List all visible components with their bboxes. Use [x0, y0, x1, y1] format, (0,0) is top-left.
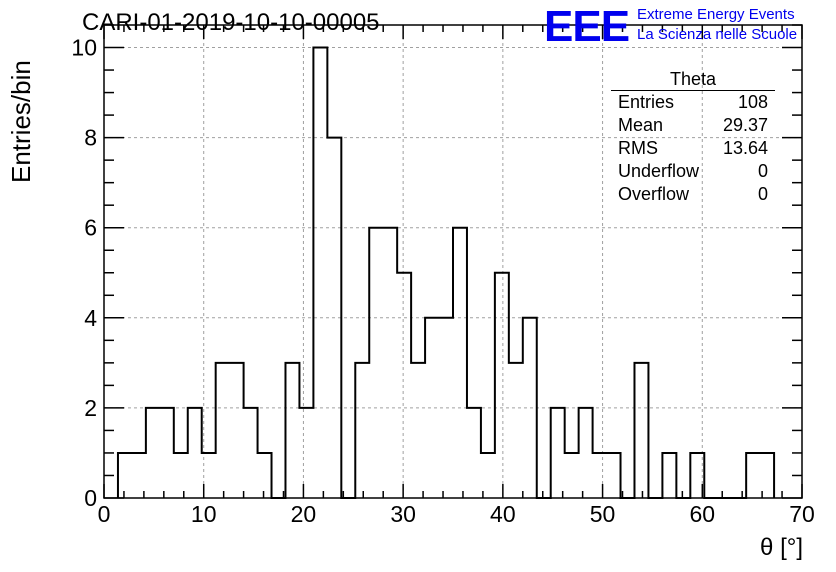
- stats-value: 0: [757, 184, 768, 204]
- histogram-bin: [662, 453, 676, 498]
- stats-value: 0: [757, 161, 768, 181]
- logo-line-1: Extreme Energy Events: [637, 6, 795, 23]
- histogram-bin: [579, 408, 593, 498]
- histogram-bin: [593, 453, 607, 498]
- logo-text: Extreme Energy Events La Scienza nelle S…: [637, 5, 797, 45]
- histogram-bin: [327, 138, 341, 498]
- histogram-bin: [369, 228, 383, 498]
- histogram-bin: [397, 273, 411, 498]
- histogram-bin: [230, 363, 244, 498]
- histogram-bin: [634, 363, 648, 498]
- histogram-bin: [146, 408, 160, 498]
- histogram-bin: [551, 408, 565, 498]
- x-tick-label: 0: [98, 501, 111, 527]
- x-tick-label: 70: [789, 501, 815, 527]
- stats-label: Overflow: [618, 184, 690, 204]
- stats-row: RMS 13.64: [611, 137, 775, 160]
- x-tick-label: 20: [291, 501, 317, 527]
- histogram-bin: [313, 48, 327, 498]
- histogram-bin: [746, 453, 760, 498]
- y-axis-label-wrap: Entries/bin: [6, 45, 40, 185]
- stats-label: Entries: [618, 92, 675, 112]
- histogram-bin: [411, 363, 425, 498]
- histogram-bin: [285, 363, 299, 498]
- histogram-bin: [439, 318, 453, 498]
- x-tick-label: 50: [590, 501, 616, 527]
- histogram-bin: [244, 408, 258, 498]
- stats-label: RMS: [618, 138, 658, 158]
- y-tick-label: 6: [84, 215, 97, 241]
- stats-title: Theta: [611, 69, 775, 91]
- stats-label: Underflow: [618, 161, 700, 181]
- histogram-bin: [607, 453, 621, 498]
- stats-label: Mean: [618, 115, 664, 135]
- histogram-bin: [509, 363, 523, 498]
- histogram-bin: [495, 273, 509, 498]
- x-tick-label: 40: [490, 501, 516, 527]
- stats-row: Overflow 0: [611, 183, 775, 206]
- histogram-bin: [258, 453, 272, 498]
- stats-row: Underflow 0: [611, 160, 775, 183]
- histogram-bin: [453, 228, 467, 498]
- stats-value: 13.64: [722, 138, 768, 158]
- histogram-bin: [118, 453, 132, 498]
- histogram-bin: [565, 453, 579, 498]
- x-tick-label: 60: [689, 501, 715, 527]
- stats-row: Entries 108: [611, 91, 775, 114]
- histogram-bin: [355, 363, 369, 498]
- y-axis-label: Entries/bin: [6, 60, 36, 183]
- histogram-bin: [383, 228, 397, 498]
- y-tick-label: 0: [84, 485, 97, 511]
- y-tick-label: 10: [71, 35, 97, 61]
- y-tick-label: 8: [84, 125, 97, 151]
- histogram-bin: [425, 318, 439, 498]
- y-tick-label: 4: [84, 305, 97, 331]
- stats-box: Theta Entries 108 Mean 29.37 RMS 13.64 Unde…: [611, 69, 775, 206]
- eee-logo: EEE: [544, 2, 630, 51]
- chart-title: CARI-01-2019-10-10-00005: [82, 9, 380, 36]
- histogram-bin: [188, 408, 202, 498]
- histogram-bin: [523, 318, 537, 498]
- histogram-bin: [467, 408, 481, 498]
- histogram-bin: [299, 408, 313, 498]
- stats-value: 29.37: [722, 115, 768, 135]
- histogram-bin: [216, 363, 230, 498]
- logo-line-2: La Scienza nelle Scuole: [637, 26, 798, 43]
- stats-value: 108: [737, 92, 768, 112]
- histogram-bin: [174, 453, 188, 498]
- histogram-bin: [160, 408, 174, 498]
- x-axis-label: θ [°]: [760, 534, 803, 561]
- x-tick-label: 30: [390, 501, 416, 527]
- x-tick-label: 10: [191, 501, 217, 527]
- plot-frame: [103, 24, 803, 499]
- y-tick-label: 2: [84, 395, 97, 421]
- stats-row: Mean 29.37: [611, 114, 775, 137]
